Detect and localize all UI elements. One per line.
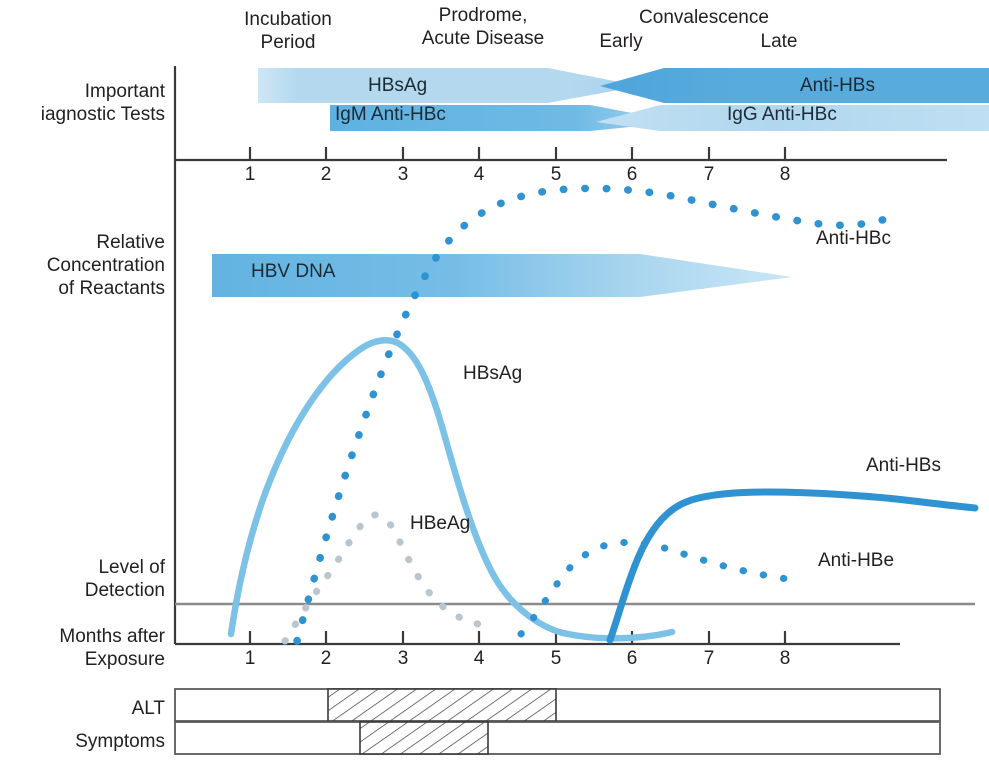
months-after-exposure-label-line2: Exposure xyxy=(84,649,165,670)
anti-hbe-curve xyxy=(517,539,807,638)
anti-hbs-band-shape xyxy=(600,68,989,103)
igg-anti-hbc-band-shape xyxy=(596,105,989,131)
anti-hbs-curve-label: Anti-HBs xyxy=(866,455,941,476)
phase-convalescence: Convalescence xyxy=(639,7,769,28)
symptoms-hatch-region xyxy=(359,721,489,755)
hbsag-curve xyxy=(227,337,676,642)
symptoms-row-label: Symptoms xyxy=(75,731,165,752)
top-axis-tick-2: 2 xyxy=(320,164,332,185)
top-axis-tick-1: 1 xyxy=(244,164,256,185)
top-axis-tick-3: 3 xyxy=(397,164,409,185)
top-band-group xyxy=(258,68,989,131)
phase-prodrome-line2: Acute Disease xyxy=(421,28,545,49)
relative-concentration-label-line3: of Reactants xyxy=(58,278,165,299)
top-axis-tick-4: 4 xyxy=(473,164,485,185)
bottom-axis-tick-8: 8 xyxy=(779,648,791,669)
phase-convalescence-late: Late xyxy=(760,31,798,52)
hbeag-curve-label: HBeAg xyxy=(410,513,471,534)
anti-hbc-curve-label: Anti-HBc xyxy=(816,228,891,249)
alt-symptoms-boxes xyxy=(174,688,941,755)
alt-box xyxy=(174,688,941,722)
bottom-axis-tick-3: 3 xyxy=(397,648,409,669)
relative-concentration-label-line1: Relative xyxy=(96,232,165,253)
igm-anti-hbc-band-label: IgM Anti-HBc xyxy=(335,104,446,125)
igg-anti-hbc-band-label: IgG Anti-HBc xyxy=(727,104,837,125)
top-axis-tick-5: 5 xyxy=(550,164,562,185)
phase-convalescence-early: Early xyxy=(599,31,643,52)
alt-hatch-region xyxy=(327,688,557,722)
important-tests-label-line1: Important xyxy=(84,81,165,102)
relative-concentration-label-line2: Concentration xyxy=(46,255,165,276)
igm-anti-hbc-band-shape xyxy=(330,105,680,131)
alt-row-label: ALT xyxy=(131,698,165,719)
bottom-axis-tick-2: 2 xyxy=(320,648,332,669)
hbsag-band-shape xyxy=(258,68,640,103)
symptoms-box xyxy=(174,721,941,755)
phase-prodrome-line1: Prodrome, xyxy=(438,5,528,26)
anti-hbs-curve xyxy=(606,488,979,644)
bottom-axis-tick-5: 5 xyxy=(550,648,562,669)
phase-incubation-line1: Incubation xyxy=(244,9,332,30)
hbv-dna-band-label: HBV DNA xyxy=(251,261,336,282)
top-axis xyxy=(173,66,947,162)
anti-hbe-curve-label: Anti-HBe xyxy=(818,550,895,571)
phase-incubation-line2: Period xyxy=(260,32,316,53)
level-of-detection-label-line2: Detection xyxy=(84,580,165,601)
months-after-exposure-label-line1: Months after xyxy=(59,626,165,647)
hbsag-curve-label: HBsAg xyxy=(463,363,523,384)
top-axis-tick-7: 7 xyxy=(703,164,715,185)
hbsag-band-label: HBsAg xyxy=(368,75,428,96)
level-of-detection-label-line1: Level of xyxy=(98,557,165,578)
bottom-axis-tick-7: 7 xyxy=(703,648,715,669)
top-axis-tick-6: 6 xyxy=(626,164,638,185)
bottom-axis-tick-4: 4 xyxy=(473,648,485,669)
top-axis-tick-8: 8 xyxy=(779,164,791,185)
bottom-axis-tick-1: 1 xyxy=(244,648,256,669)
anti-hbs-band-label: Anti-HBs xyxy=(800,75,875,96)
bottom-axis-tick-6: 6 xyxy=(626,648,638,669)
hbv-dna-band-shape xyxy=(212,254,792,297)
main-plot-axes xyxy=(173,160,900,646)
important-tests-label-line2: iagnostic Tests xyxy=(40,104,165,125)
